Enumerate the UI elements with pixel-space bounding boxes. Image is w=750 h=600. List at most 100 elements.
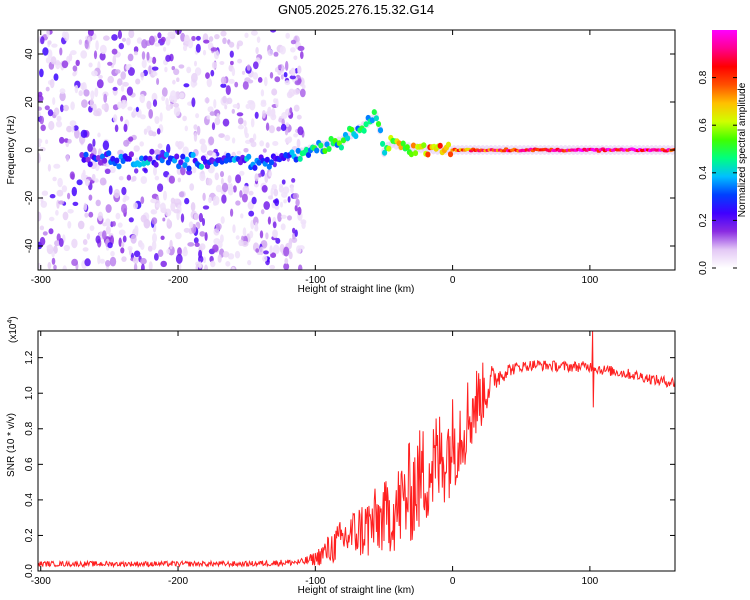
spectrogram-noise-cell <box>48 216 55 222</box>
spectrogram-noise-cell <box>133 202 138 210</box>
spectrogram-noise-cell <box>46 244 53 249</box>
spectrogram-noise-cell <box>51 43 58 48</box>
spectrogram-noise-cell <box>128 136 134 142</box>
spectrogram-ridge-cell <box>174 153 180 160</box>
spectrogram-noise-cell <box>134 168 139 174</box>
spectrogram-noise-cell <box>70 101 75 111</box>
spectrogram-ridge-cell <box>445 141 452 148</box>
spectrogram-noise-cell <box>221 182 229 193</box>
spectrogram-noise-cell <box>212 244 219 253</box>
snr-mult-exponent: 4 <box>7 320 14 324</box>
spectrogram-noise-cell <box>97 255 101 265</box>
spectrogram-noise-cell <box>176 77 180 82</box>
spectrogram-noise-cell <box>67 209 74 214</box>
snr-ticks: -300 -200 -100 0 100 0.0 0.2 0.4 0.6 0.8 1.0 1.2 <box>24 331 675 587</box>
spectrogram-noise-cell <box>204 232 208 241</box>
spectrogram-noise-cell <box>195 35 201 41</box>
spectrogram-noise-cell <box>95 40 99 51</box>
spectrogram-ridge-cell <box>184 156 190 163</box>
spectrogram-ridge-cell <box>361 127 367 134</box>
spectrogram-noise-cell <box>98 74 103 79</box>
spectrogram-ridge-cell <box>363 121 369 128</box>
spectrogram-noise-cell <box>210 260 216 268</box>
spectrogram-noise-cell <box>270 252 277 258</box>
spectrogram-noise-cell <box>97 132 101 138</box>
spectrogram-ridge-cell <box>120 158 126 164</box>
spectrogram-y-tick-label: -20 <box>24 190 35 205</box>
spectrogram-noise-cell <box>290 39 296 45</box>
spectrogram-noise-cell <box>71 124 75 133</box>
spectrogram-noise-cell <box>283 262 290 270</box>
spectrogram-noise-cell <box>140 257 147 265</box>
spectrogram-noise-cell <box>165 54 172 62</box>
spectrogram-noise-cell <box>284 80 291 86</box>
spectrogram-noise-cell <box>280 123 287 132</box>
spectrogram-noise-cell <box>213 228 220 236</box>
spectrogram-noise-cell <box>148 130 154 137</box>
spectrogram-noise-cell <box>78 39 83 45</box>
spectrogram-ridge-cell <box>303 146 309 153</box>
spectrogram-noise-cell <box>188 221 194 229</box>
spectrogram-noise-cell <box>156 128 161 135</box>
spectrogram-noise-cell <box>193 237 199 244</box>
spectrogram-noise-cell <box>222 118 230 127</box>
spectrogram-noise-cell <box>154 116 160 124</box>
spectrogram-noise-cell <box>236 43 240 50</box>
spectrogram-noise-cell <box>231 67 236 77</box>
spectrogram-noise-cell <box>302 84 306 90</box>
spectrogram-ridge-cell <box>410 142 417 149</box>
spectrogram-noise-cell <box>224 104 228 110</box>
snr-y-label: SNR (10 * v/v) <box>6 413 17 477</box>
snr-y-multiplier: (x104) <box>7 316 19 343</box>
spectrogram-noise-cell <box>105 226 111 235</box>
spectrogram-noise-cell <box>121 37 127 42</box>
spectrogram-noise-cell <box>235 174 242 184</box>
spectrogram-noise-cell <box>231 108 235 114</box>
spectrogram-noise-cell <box>169 239 173 250</box>
spectrogram-noise-cell <box>45 139 49 144</box>
spectrogram-noise-cell <box>239 170 245 176</box>
spectrogram-noise-cell <box>281 179 286 185</box>
spectrogram-noise-cell <box>250 118 255 128</box>
spectrogram-noise-cell <box>191 35 196 42</box>
spectrogram-noise-cell <box>232 224 236 234</box>
spectrogram-noise-cell <box>177 247 182 256</box>
spectrogram-ridge-cell <box>190 152 196 158</box>
spectrogram-noise-cell <box>260 101 267 107</box>
spectrogram-noise-cell <box>45 86 50 92</box>
spectrogram-noise-cell <box>271 88 278 96</box>
spectrogram-noise-cell <box>69 171 75 180</box>
spectrogram-noise-cell <box>293 133 299 138</box>
spectrogram-noise-cell <box>64 31 70 42</box>
spectrogram-noise-cell <box>194 242 200 247</box>
spectrogram-noise-cell <box>67 192 71 200</box>
spectrogram-noise-cell <box>173 102 180 108</box>
spectrogram-noise-cell <box>173 198 181 203</box>
spectrogram-noise-cell <box>46 30 50 38</box>
colorbar-tick-label: 0.4 <box>698 165 709 179</box>
spectrogram-noise-cell <box>160 260 167 268</box>
spectrogram-noise-cell <box>55 209 59 216</box>
spectrogram-noise-cell <box>268 125 275 134</box>
spectrogram-ridge-cell <box>268 159 274 166</box>
spectrogram-x-tick-label: 100 <box>582 275 599 286</box>
spectrogram-noise-cell <box>105 218 111 228</box>
spectrogram-noise-cell <box>208 36 214 42</box>
spectrogram-ridge-cell <box>147 155 153 162</box>
spectrogram-noise-cell <box>120 71 126 80</box>
spectrogram-noise-cell <box>214 117 221 126</box>
spectrogram-noise-cell <box>220 177 224 185</box>
spectrogram-noise-cell <box>82 239 88 245</box>
spectrogram-noise-cell <box>170 90 177 100</box>
spectrogram-noise-cell <box>207 106 214 113</box>
spectrogram-noise-cell <box>39 147 46 152</box>
spectrogram-noise-cell <box>107 75 114 84</box>
spectrogram-noise-cell <box>82 169 86 178</box>
spectrogram-noise-cell <box>49 194 56 199</box>
snr-y-tick-label: 0.0 <box>24 564 35 578</box>
spectrogram-noise-cell <box>222 37 227 45</box>
spectrogram-noise-cell <box>166 143 171 154</box>
spectrogram-noise-cell <box>140 176 148 184</box>
spectrogram-ridge-cell <box>324 141 330 148</box>
spectrogram-noise-cell <box>175 140 180 147</box>
